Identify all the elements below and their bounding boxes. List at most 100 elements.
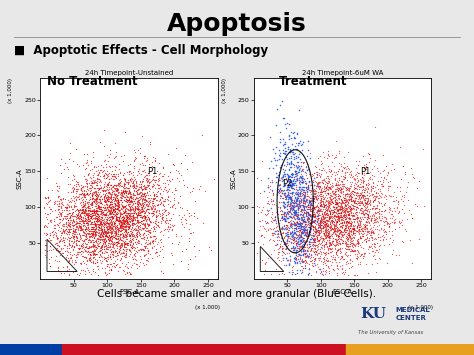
Point bbox=[341, 202, 349, 208]
Point bbox=[334, 213, 341, 219]
Point bbox=[291, 200, 298, 206]
Point bbox=[88, 213, 96, 219]
Point bbox=[360, 189, 368, 195]
Point bbox=[106, 261, 114, 267]
Point bbox=[87, 178, 95, 184]
Point bbox=[100, 193, 107, 198]
Point bbox=[351, 198, 359, 203]
Point bbox=[341, 174, 348, 180]
Point bbox=[111, 205, 118, 211]
Point bbox=[110, 234, 118, 239]
Point bbox=[127, 237, 134, 242]
Point bbox=[317, 246, 324, 252]
Point bbox=[86, 255, 94, 261]
Point bbox=[159, 212, 166, 218]
Point bbox=[71, 194, 79, 200]
Point bbox=[337, 209, 345, 214]
Point bbox=[63, 207, 70, 213]
Point bbox=[140, 223, 148, 228]
Point bbox=[166, 217, 173, 223]
Point bbox=[96, 186, 103, 192]
Point bbox=[281, 184, 288, 189]
Point bbox=[364, 271, 372, 276]
Point bbox=[294, 223, 301, 229]
Point bbox=[355, 241, 363, 246]
Point bbox=[275, 271, 283, 277]
Point bbox=[306, 207, 314, 212]
Point bbox=[100, 227, 108, 233]
Point bbox=[108, 191, 115, 197]
Point bbox=[290, 149, 297, 155]
Point bbox=[90, 212, 98, 218]
Point bbox=[137, 256, 144, 262]
Point bbox=[326, 213, 333, 218]
Point bbox=[379, 184, 386, 189]
Point bbox=[355, 222, 363, 228]
Point bbox=[356, 181, 364, 187]
Point bbox=[327, 223, 335, 228]
Point bbox=[135, 206, 143, 212]
Point bbox=[364, 151, 372, 156]
Point bbox=[149, 210, 157, 215]
Point bbox=[384, 183, 392, 189]
Point bbox=[164, 173, 172, 179]
Point bbox=[55, 183, 63, 189]
Point bbox=[185, 213, 193, 219]
Point bbox=[372, 217, 379, 223]
Point bbox=[298, 213, 306, 218]
Point bbox=[353, 190, 360, 196]
Point bbox=[123, 219, 130, 224]
Point bbox=[321, 202, 328, 208]
Point bbox=[294, 216, 302, 222]
Point bbox=[354, 237, 361, 243]
Point bbox=[319, 204, 327, 210]
Point bbox=[51, 229, 59, 235]
Point bbox=[310, 217, 318, 222]
Point bbox=[335, 161, 342, 166]
Point bbox=[131, 227, 138, 233]
Point bbox=[300, 202, 307, 207]
Point bbox=[124, 179, 132, 185]
Point bbox=[88, 199, 95, 205]
Point bbox=[355, 163, 362, 168]
Point bbox=[120, 197, 128, 203]
Point bbox=[119, 190, 127, 195]
Point bbox=[309, 220, 316, 226]
Point bbox=[320, 202, 328, 208]
Point bbox=[314, 224, 322, 230]
Point bbox=[132, 257, 139, 263]
Point bbox=[94, 236, 102, 242]
Point bbox=[288, 185, 295, 191]
Point bbox=[102, 228, 109, 233]
Point bbox=[111, 219, 119, 224]
Point bbox=[300, 235, 308, 241]
Point bbox=[137, 194, 144, 200]
Point bbox=[318, 242, 326, 248]
Point bbox=[317, 207, 324, 212]
Point bbox=[290, 204, 298, 210]
Point bbox=[79, 232, 86, 238]
Point bbox=[340, 175, 347, 180]
Point bbox=[303, 188, 310, 194]
Point bbox=[107, 246, 115, 251]
Point bbox=[93, 259, 100, 264]
Point bbox=[315, 180, 323, 185]
Point bbox=[280, 217, 288, 222]
Point bbox=[342, 244, 350, 249]
Point bbox=[346, 244, 354, 249]
Point bbox=[120, 219, 128, 225]
Point bbox=[337, 201, 344, 206]
Point bbox=[128, 230, 135, 236]
Point bbox=[371, 197, 378, 203]
Point bbox=[123, 223, 130, 229]
Point bbox=[60, 221, 67, 226]
Point bbox=[307, 214, 315, 220]
Point bbox=[280, 216, 287, 222]
Point bbox=[358, 234, 365, 239]
Point bbox=[308, 208, 316, 213]
Point bbox=[317, 189, 324, 195]
Point bbox=[301, 187, 308, 193]
Point bbox=[126, 204, 134, 209]
Point bbox=[77, 211, 85, 216]
Point bbox=[159, 198, 167, 204]
